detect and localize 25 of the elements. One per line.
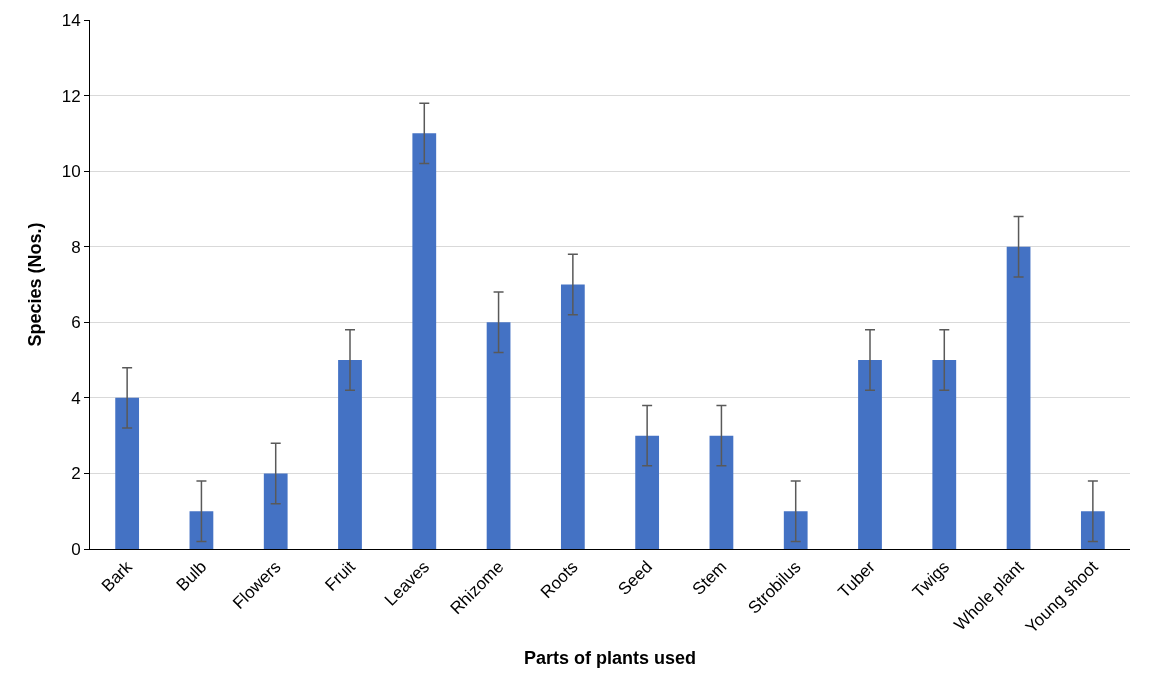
bar (486, 322, 511, 549)
bar (189, 511, 214, 549)
bar (1080, 511, 1105, 549)
y-tick-label: 2 (71, 464, 81, 484)
y-tick-label: 0 (71, 539, 81, 559)
x-axis-title: Parts of plants used (523, 648, 697, 669)
bar (709, 435, 734, 549)
bar (412, 133, 437, 549)
bar (338, 360, 362, 549)
bar (858, 360, 882, 549)
x-tick-label: Bulb (172, 557, 211, 595)
y-tick-label: 4 (71, 388, 81, 408)
bar (263, 473, 288, 549)
y-tick-label: 12 (61, 86, 81, 106)
bar (783, 511, 808, 549)
bar (635, 435, 660, 549)
y-axis-title: Species (Nos.) (24, 222, 45, 347)
y-tick-label: 8 (71, 237, 81, 257)
y-tick-label: 14 (61, 10, 81, 30)
y-tick-label: 6 (71, 313, 81, 333)
bar (1006, 246, 1031, 549)
bar (560, 284, 585, 549)
y-tick-label: 10 (61, 162, 81, 182)
bar (932, 360, 957, 549)
bar (115, 397, 140, 549)
